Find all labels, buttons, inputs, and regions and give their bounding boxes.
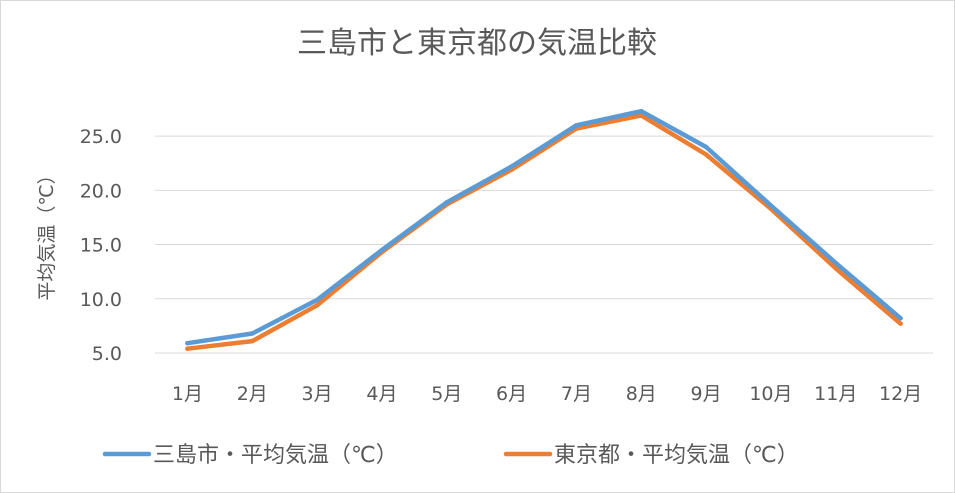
x-tick-label: 1月 [172,383,203,405]
data-point [639,113,644,118]
data-point [703,144,709,150]
data-point [185,346,190,351]
data-point [444,200,449,205]
x-tick-label: 3月 [302,383,333,405]
x-tick-label: 12月 [879,383,922,405]
x-tick-label: 5月 [431,383,462,405]
y-axis-title: 平均気温（℃） [36,165,58,300]
x-tick-label: 9月 [691,383,722,405]
data-point [314,303,320,308]
data-point [574,123,579,128]
data-point [768,203,774,208]
gridlines [155,135,933,354]
series-line-1 [185,108,903,346]
x-tick-label: 4月 [366,383,397,405]
data-point [898,321,903,326]
chart-title: 三島市と東京都の気温比較 [297,26,657,61]
data-point [833,260,838,266]
data-point [703,152,709,157]
data-point [250,338,255,344]
x-tick-label: 10月 [749,383,792,405]
y-axis-ticks: 5.0 10.0 15.0 20.0 25.0 [80,126,122,365]
x-tick-label: 8月 [626,383,657,405]
x-tick-label: 2月 [237,383,268,405]
y-tick-label: 20.0 [80,180,122,202]
series-lines [185,108,903,351]
data-point [379,247,385,253]
y-tick-label: 5.0 [92,343,122,365]
legend-label: 東京都・平均気温（℃） [554,443,799,468]
x-tick-label: 11月 [814,383,857,405]
legend-label: 三島市・平均気温（℃） [153,443,398,468]
data-point [509,164,514,169]
data-point [314,297,320,303]
y-tick-label: 10.0 [80,289,122,311]
x-axis-ticks: 1月 2月 3月 4月 5月 6月 7月 8月 9月 10月 11月 12月 [172,383,922,405]
y-tick-label: 25.0 [80,126,122,148]
data-point [898,316,903,321]
x-tick-label: 7月 [561,383,592,405]
data-point [185,341,190,346]
series-line-2 [185,113,903,351]
data-point [833,266,838,271]
data-point [250,331,255,336]
x-tick-label: 6月 [496,383,527,405]
legend: 三島市・平均気温（℃） 東京都・平均気温（℃） [102,443,799,468]
data-point [639,108,644,114]
y-tick-label: 15.0 [80,235,122,257]
